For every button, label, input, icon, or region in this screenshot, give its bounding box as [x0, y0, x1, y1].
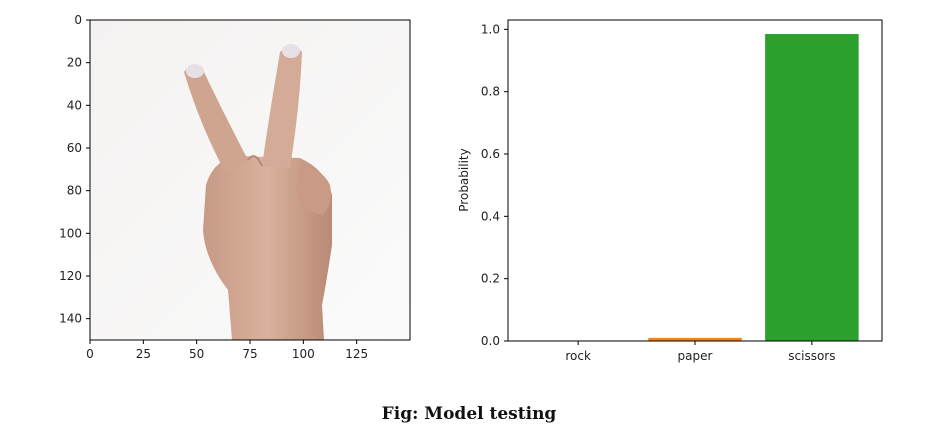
y-tick-label: 0.6	[481, 147, 500, 161]
image-x-tick-label: 50	[189, 347, 204, 361]
bar-x-ticks: rock paper scissors	[565, 341, 835, 363]
image-y-tick-label: 0	[74, 13, 82, 27]
image-y-tick-label: 60	[67, 141, 82, 155]
image-x-tick-label: 75	[242, 347, 257, 361]
y-tick-label: 0.0	[481, 334, 500, 348]
y-axis-label: Probability	[457, 148, 471, 211]
image-x-tick-label: 100	[292, 347, 315, 361]
image-x-tick-label: 25	[136, 347, 151, 361]
bar-y-ticks: 0.0 0.2 0.4 0.6 0.8 1.0	[481, 22, 508, 348]
image-y-tick-label: 40	[67, 98, 82, 112]
image-y-tick-label: 120	[59, 269, 82, 283]
bar-scissors	[765, 34, 859, 342]
image-x-tick-label: 0	[86, 347, 94, 361]
y-tick-label: 1.0	[481, 22, 500, 36]
image-x-ticks: 0 25 50 75 100 125	[86, 340, 368, 361]
y-tick-label: 0.8	[481, 85, 500, 99]
bars	[648, 34, 859, 342]
image-y-tick-label: 100	[59, 226, 82, 240]
x-tick-label-rock: rock	[565, 349, 591, 363]
y-tick-label: 0.4	[481, 209, 500, 223]
x-tick-label-scissors: scissors	[788, 349, 835, 363]
x-tick-label-paper: paper	[678, 349, 713, 363]
figure-caption: Fig: Model testing	[381, 404, 557, 424]
bar-subplot: 0.0 0.2 0.4 0.6 0.8 1.0 rock paper scissors Pro…	[457, 19, 883, 363]
y-tick-label: 0.2	[481, 272, 500, 286]
image-y-tick-label: 80	[67, 184, 82, 198]
image-x-tick-label: 125	[345, 347, 368, 361]
bar-paper	[648, 337, 742, 341]
image-y-ticks: 0 20 40 60 80 100 120 140	[59, 13, 90, 326]
image-y-tick-label: 140	[59, 312, 82, 326]
image-subplot: 0 25 50 75 100 125 0 20 40 60 80 100 120 140	[59, 13, 411, 361]
hand-image	[90, 20, 410, 340]
image-y-tick-label: 20	[67, 56, 82, 70]
